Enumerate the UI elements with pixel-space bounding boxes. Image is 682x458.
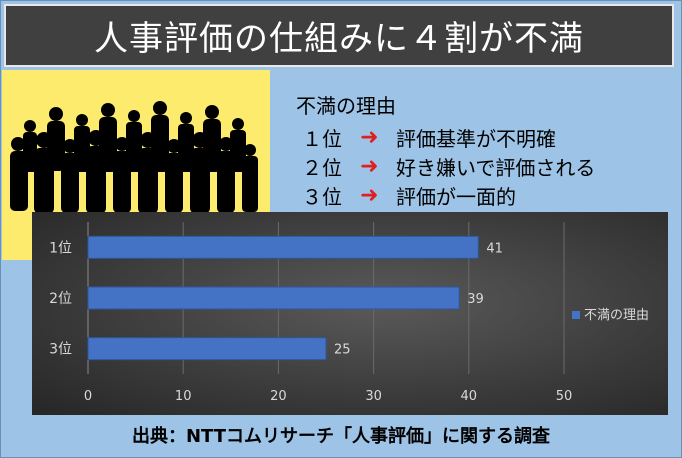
right-arrow-icon: ➜ (360, 183, 379, 208)
reasons-list: 不満の理由 １位 ➜ 評価基準が不明確 ２位 ➜ 好き嫌いで評価される ３位 ➜… (296, 90, 676, 210)
reason-item: ２位 ➜ 好き嫌いで評価される (296, 152, 676, 181)
right-arrow-icon: ➜ (360, 125, 379, 150)
reason-rank: ２位 (302, 156, 342, 180)
reason-item: ３位 ➜ 評価が一面的 (296, 181, 676, 210)
y-tick-label: 3位 (49, 342, 72, 358)
title-banner: 人事評価の仕組みに４割が不満 (4, 4, 674, 67)
page-title: 人事評価の仕組みに４割が不満 (94, 19, 584, 59)
x-tick-label: 30 (365, 389, 382, 404)
source-citation: 出典：NTTコムリサーチ「人事評価」に関する調査 (131, 426, 551, 447)
x-tick-label: 10 (175, 389, 192, 404)
bar (87, 286, 460, 310)
x-tick-label: 50 (556, 389, 573, 404)
reasons-heading: 不満の理由 (296, 94, 396, 118)
y-tick-label: 2位 (49, 291, 72, 307)
x-tick-label: 40 (461, 389, 478, 404)
reason-rank: １位 (302, 127, 342, 151)
reason-rank: ３位 (302, 185, 342, 209)
legend-label: 不満の理由 (584, 308, 649, 323)
reason-text: 評価基準が不明確 (396, 127, 556, 151)
reason-text: 好き嫌いで評価される (396, 156, 596, 180)
data-label: 41 (486, 241, 503, 256)
reason-text: 評価が一面的 (396, 185, 516, 209)
y-tick-label: 1位 (49, 240, 72, 256)
data-label: 39 (467, 292, 484, 307)
chart-area: 0 10 20 30 40 50 1位 41 2位 39 3位 25 不満の理由 (32, 212, 668, 415)
x-tick-label: 20 (270, 389, 287, 404)
x-tick-label: 0 (84, 389, 92, 404)
data-label: 25 (334, 343, 351, 358)
crowd-silhouette-icon (10, 101, 258, 214)
bar (87, 235, 479, 259)
right-arrow-icon: ➜ (360, 154, 379, 179)
legend-swatch (572, 311, 580, 319)
reason-item: １位 ➜ 評価基準が不明確 (296, 123, 676, 152)
bar (87, 337, 327, 361)
bar-chart: 0 10 20 30 40 50 1位 41 2位 39 3位 25 不満の理由 (49, 222, 649, 404)
